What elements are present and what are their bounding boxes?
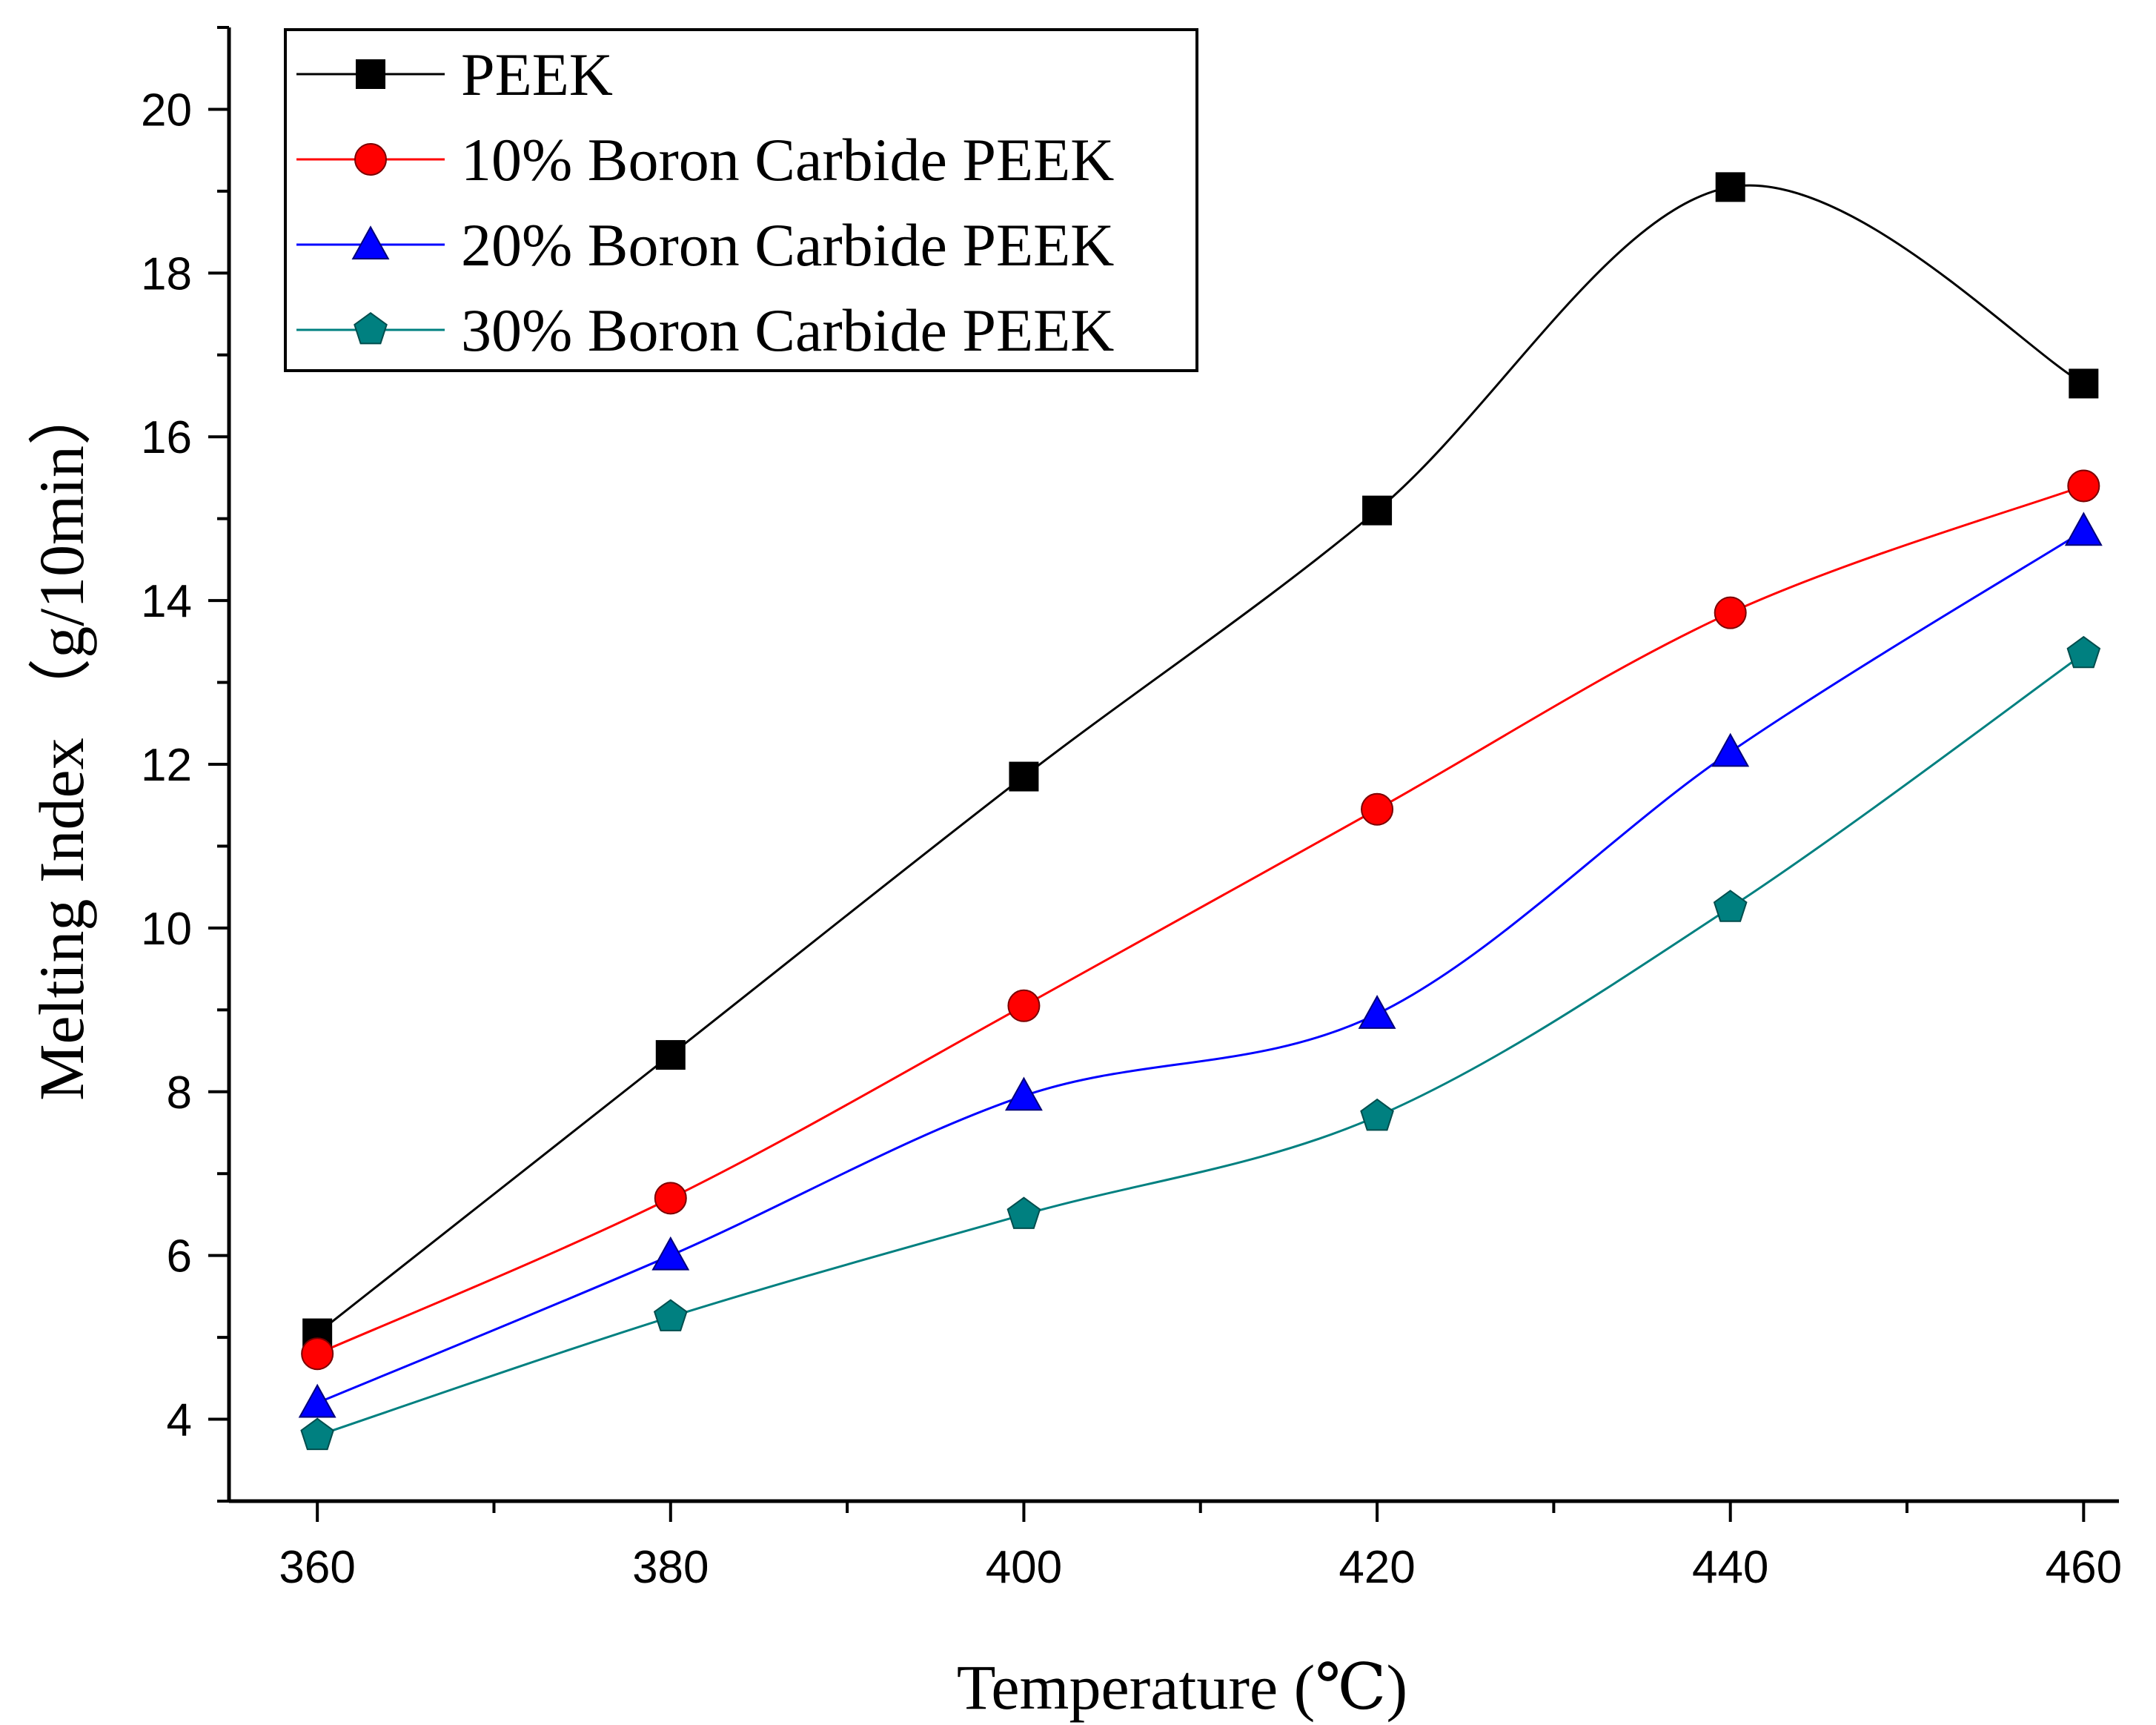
- y-tick-label: 18: [141, 248, 192, 299]
- series-line: [316, 485, 2084, 1355]
- data-point: [2067, 469, 2100, 503]
- data-point: [300, 1417, 334, 1451]
- legend-entry: 10% Boron Carbide PEEK: [296, 126, 1114, 193]
- x-tick-label: 380: [632, 1542, 709, 1593]
- legend-entry: 30% Boron Carbide PEEK: [296, 297, 1114, 364]
- x-axis-title: Temperature (℃): [957, 1652, 1407, 1723]
- data-point: [1009, 761, 1039, 792]
- data-point: [1361, 792, 1394, 826]
- y-tick-label: 6: [167, 1231, 192, 1282]
- y-tick-label: 20: [141, 85, 192, 136]
- legend: PEEK 10% Boron Carbide PEEK 20% Boron Carb…: [284, 28, 1198, 372]
- y-tick-label: 14: [141, 576, 192, 627]
- data-point: [2066, 635, 2101, 669]
- series-1: [302, 172, 2099, 1348]
- y-tick-label: 8: [167, 1067, 192, 1119]
- data-point: [1006, 1196, 1041, 1229]
- y-tick-label: 4: [167, 1395, 192, 1446]
- data-point: [2064, 511, 2103, 546]
- x-tick-label: 360: [279, 1542, 355, 1593]
- series-3: [298, 511, 2103, 1418]
- series-layer: [298, 172, 2103, 1451]
- data-point: [2069, 368, 2099, 399]
- legend-marker: [356, 59, 385, 89]
- x-tick-label: 400: [986, 1542, 1062, 1593]
- data-point: [1715, 172, 1745, 202]
- legend-label: 10% Boron Carbide PEEK: [461, 126, 1114, 193]
- legend-label: 20% Boron Carbide PEEK: [461, 211, 1114, 279]
- x-tick-label: 460: [2046, 1542, 2122, 1593]
- legend-marker: [351, 225, 390, 259]
- series-4: [300, 635, 2101, 1451]
- y-tick-label: 16: [141, 412, 192, 463]
- axes: 360 380 400 420 440 460 4 6 8 10 12 14 16 18 20: [141, 26, 2122, 1593]
- data-point: [1007, 989, 1041, 1022]
- legend-box: [284, 28, 1198, 372]
- data-point: [1362, 495, 1393, 526]
- data-point: [1711, 732, 1750, 767]
- data-point: [1004, 1076, 1043, 1111]
- y-tick-label: 12: [141, 740, 192, 791]
- legend-entry: PEEK: [296, 41, 613, 108]
- data-point: [651, 1236, 690, 1271]
- series-line: [316, 184, 2085, 1334]
- series-2: [301, 469, 2100, 1371]
- data-point: [298, 1383, 336, 1418]
- data-point: [1360, 1098, 1394, 1131]
- data-point: [1713, 890, 1748, 922]
- x-tick-label: 440: [1692, 1542, 1768, 1593]
- legend-entry: 20% Boron Carbide PEEK: [296, 211, 1114, 279]
- data-point: [654, 1182, 687, 1215]
- data-point: [655, 1040, 686, 1070]
- legend-marker: [354, 311, 388, 345]
- data-point: [301, 1337, 334, 1371]
- y-tick-label: 10: [141, 904, 192, 955]
- data-point: [653, 1299, 688, 1331]
- x-tick-label: 420: [1339, 1542, 1415, 1593]
- series-line: [316, 529, 2085, 1404]
- legend-label: PEEK: [461, 41, 613, 108]
- data-point: [1714, 596, 1747, 629]
- legend-marker: [354, 143, 387, 176]
- series-line: [316, 652, 2085, 1437]
- legend-label: 30% Boron Carbide PEEK: [461, 297, 1114, 364]
- y-axis-title: Melting Index （g/10min）: [26, 382, 97, 1101]
- data-point: [1358, 995, 1396, 1029]
